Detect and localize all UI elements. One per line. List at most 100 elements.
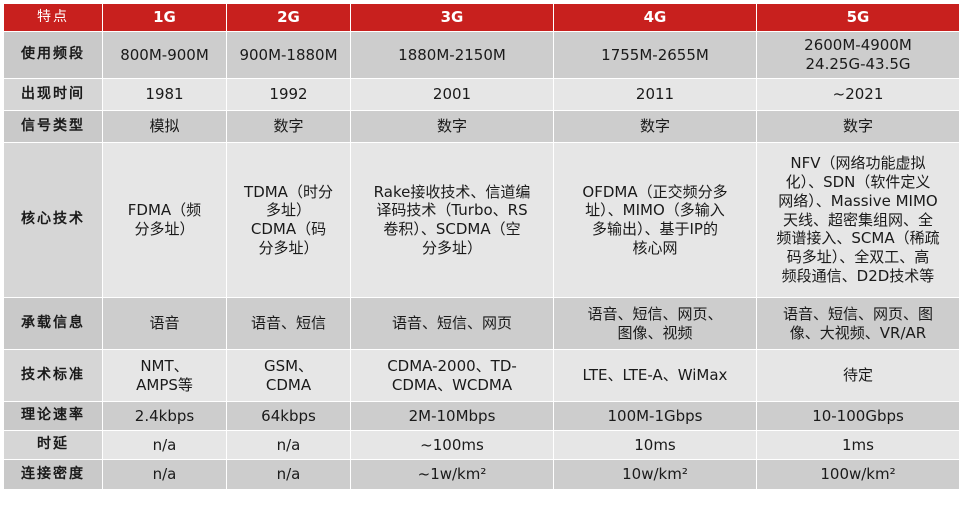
- cell-3g: CDMA-2000、TD- CDMA、WCDMA: [350, 349, 554, 402]
- cell-4g: 10ms: [553, 430, 757, 460]
- cell-text: 1981: [145, 85, 184, 104]
- cell-text: ~100ms: [420, 435, 484, 454]
- cell-text: 模拟: [149, 117, 180, 136]
- cell-text: NFV（网络功能虚拟 化）、SDN（软件定义 网络）、Massive MIMO …: [776, 154, 940, 285]
- cell-1g: n/a: [102, 430, 227, 460]
- cell-5g: ~2021: [756, 78, 960, 111]
- cell-text: OFDMA（正交频分多 址）、MIMO（多输入 多输出）、基于IP的 核心网: [582, 182, 728, 257]
- cell-3g: ~100ms: [350, 430, 554, 460]
- cell-2g: 900M-1880M: [226, 31, 351, 79]
- row-core-technology: 核心技术 FDMA（频 分多址） TDMA（时分 多址） CDMA（码 分多址）…: [3, 142, 960, 298]
- cell-1g: n/a: [102, 459, 227, 490]
- cell-4g: LTE、LTE-A、WiMax: [553, 349, 757, 402]
- generation-comparison-table: 特点 1G 2G 3G 4G 5G 使用频段 800M-900M 900M-18…: [3, 3, 960, 490]
- header-2g: 2G: [226, 3, 351, 32]
- row-signal-type: 信号类型 模拟 数字 数字 数字 数字: [3, 110, 960, 143]
- cell-text: 1992: [269, 85, 308, 104]
- row-theoretical-rate: 理论速率 2.4kbps 64kbps 2M-10Mbps 100M-1Gbps…: [3, 401, 960, 431]
- cell-text: 数字: [436, 117, 467, 136]
- cell-text: GSM、 CDMA: [263, 356, 314, 394]
- cell-4g: 10w/km²: [553, 459, 757, 490]
- cell-5g: NFV（网络功能虚拟 化）、SDN（软件定义 网络）、Massive MIMO …: [756, 142, 960, 298]
- cell-text: n/a: [276, 435, 301, 454]
- row-label: 连接密度: [3, 459, 103, 490]
- cell-5g: 100w/km²: [756, 459, 960, 490]
- cell-text: 2600M-4900M 24.25G-43.5G: [804, 36, 912, 73]
- cell-2g: 1992: [226, 78, 351, 111]
- cell-text: 2011: [635, 85, 675, 104]
- row-label: 出现时间: [3, 78, 103, 111]
- cell-text: 语音、短信、网页: [391, 314, 512, 333]
- cell-3g: ~1w/km²: [350, 459, 554, 490]
- cell-text: 语音、短信、网页、 图像、视频: [587, 304, 723, 342]
- cell-1g: 模拟: [102, 110, 227, 143]
- cell-text: n/a: [152, 435, 177, 454]
- row-connection-density: 连接密度 n/a n/a ~1w/km² 10w/km² 100w/km²: [3, 459, 960, 490]
- cell-text: 数字: [273, 117, 304, 136]
- row-label: 时延: [3, 430, 103, 460]
- cell-3g: 数字: [350, 110, 554, 143]
- cell-5g: 1ms: [756, 430, 960, 460]
- cell-text: TDMA（时分 多址） CDMA（码 分多址）: [244, 182, 333, 257]
- row-label: 核心技术: [3, 142, 103, 298]
- cell-text: 100w/km²: [820, 465, 896, 484]
- cell-text: ~2021: [832, 85, 884, 104]
- cell-text: 10ms: [634, 435, 676, 454]
- cell-1g: 800M-900M: [102, 31, 227, 79]
- header-5g: 5G: [756, 3, 960, 32]
- cell-4g: 1755M-2655M: [553, 31, 757, 79]
- cell-5g: 10-100Gbps: [756, 401, 960, 431]
- row-frequency-band: 使用频段 800M-900M 900M-1880M 1880M-2150M 17…: [3, 31, 960, 79]
- cell-3g: 语音、短信、网页: [350, 297, 554, 350]
- cell-3g: 2M-10Mbps: [350, 401, 554, 431]
- cell-2g: TDMA（时分 多址） CDMA（码 分多址）: [226, 142, 351, 298]
- cell-1g: FDMA（频 分多址）: [102, 142, 227, 298]
- header-3g: 3G: [350, 3, 554, 32]
- cell-text: 10w/km²: [622, 465, 688, 484]
- cell-text: 1ms: [842, 435, 874, 454]
- cell-2g: 语音、短信: [226, 297, 351, 350]
- table-header-row: 特点 1G 2G 3G 4G 5G: [3, 3, 960, 32]
- cell-5g: 语音、短信、网页、图 像、大视频、VR/AR: [756, 297, 960, 350]
- row-latency: 时延 n/a n/a ~100ms 10ms 1ms: [3, 430, 960, 460]
- row-launch-time: 出现时间 1981 1992 2001 2011 ~2021: [3, 78, 960, 111]
- cell-text: 2M-10Mbps: [408, 406, 496, 425]
- cell-2g: 数字: [226, 110, 351, 143]
- cell-text: 10-100Gbps: [812, 406, 904, 425]
- cell-2g: GSM、 CDMA: [226, 349, 351, 402]
- row-label: 承载信息: [3, 297, 103, 350]
- header-1g: 1G: [102, 3, 227, 32]
- cell-text: 数字: [639, 117, 670, 136]
- row-tech-standard: 技术标准 NMT、 AMPS等 GSM、 CDMA CDMA-2000、TD- …: [3, 349, 960, 402]
- row-label: 使用频段: [3, 31, 103, 79]
- cell-4g: 数字: [553, 110, 757, 143]
- cell-3g: Rake接收技术、信道编 译码技术（Turbo、RS 卷积）、SCDMA（空 分…: [350, 142, 554, 298]
- cell-text: LTE、LTE-A、WiMax: [582, 366, 728, 385]
- cell-5g: 2600M-4900M 24.25G-43.5G: [756, 31, 960, 79]
- row-label: 理论速率: [3, 401, 103, 431]
- cell-text: 2.4kbps: [134, 406, 195, 425]
- cell-1g: NMT、 AMPS等: [102, 349, 227, 402]
- cell-text: n/a: [276, 465, 301, 484]
- row-label: 信号类型: [3, 110, 103, 143]
- cell-text: ~1w/km²: [417, 465, 487, 484]
- header-4g: 4G: [553, 3, 757, 32]
- cell-text: FDMA（频 分多址）: [127, 201, 202, 238]
- cell-text: 1755M-2655M: [601, 45, 709, 64]
- comparison-table-container: 特点 1G 2G 3G 4G 5G 使用频段 800M-900M 900M-18…: [3, 3, 960, 515]
- cell-text: 2001: [432, 85, 472, 104]
- cell-text: CDMA-2000、TD- CDMA、WCDMA: [387, 356, 517, 394]
- cell-3g: 2001: [350, 78, 554, 111]
- cell-text: 1880M-2150M: [398, 45, 506, 64]
- cell-5g: 待定: [756, 349, 960, 402]
- cell-text: 待定: [842, 366, 873, 385]
- cell-text: n/a: [152, 465, 177, 484]
- row-carried-info: 承载信息 语音 语音、短信 语音、短信、网页 语音、短信、网页、 图像、视频 语…: [3, 297, 960, 350]
- cell-4g: 语音、短信、网页、 图像、视频: [553, 297, 757, 350]
- cell-text: 语音: [149, 314, 180, 333]
- cell-text: 900M-1880M: [239, 45, 338, 64]
- cell-1g: 1981: [102, 78, 227, 111]
- cell-1g: 语音: [102, 297, 227, 350]
- cell-2g: n/a: [226, 430, 351, 460]
- header-feature: 特点: [3, 3, 103, 32]
